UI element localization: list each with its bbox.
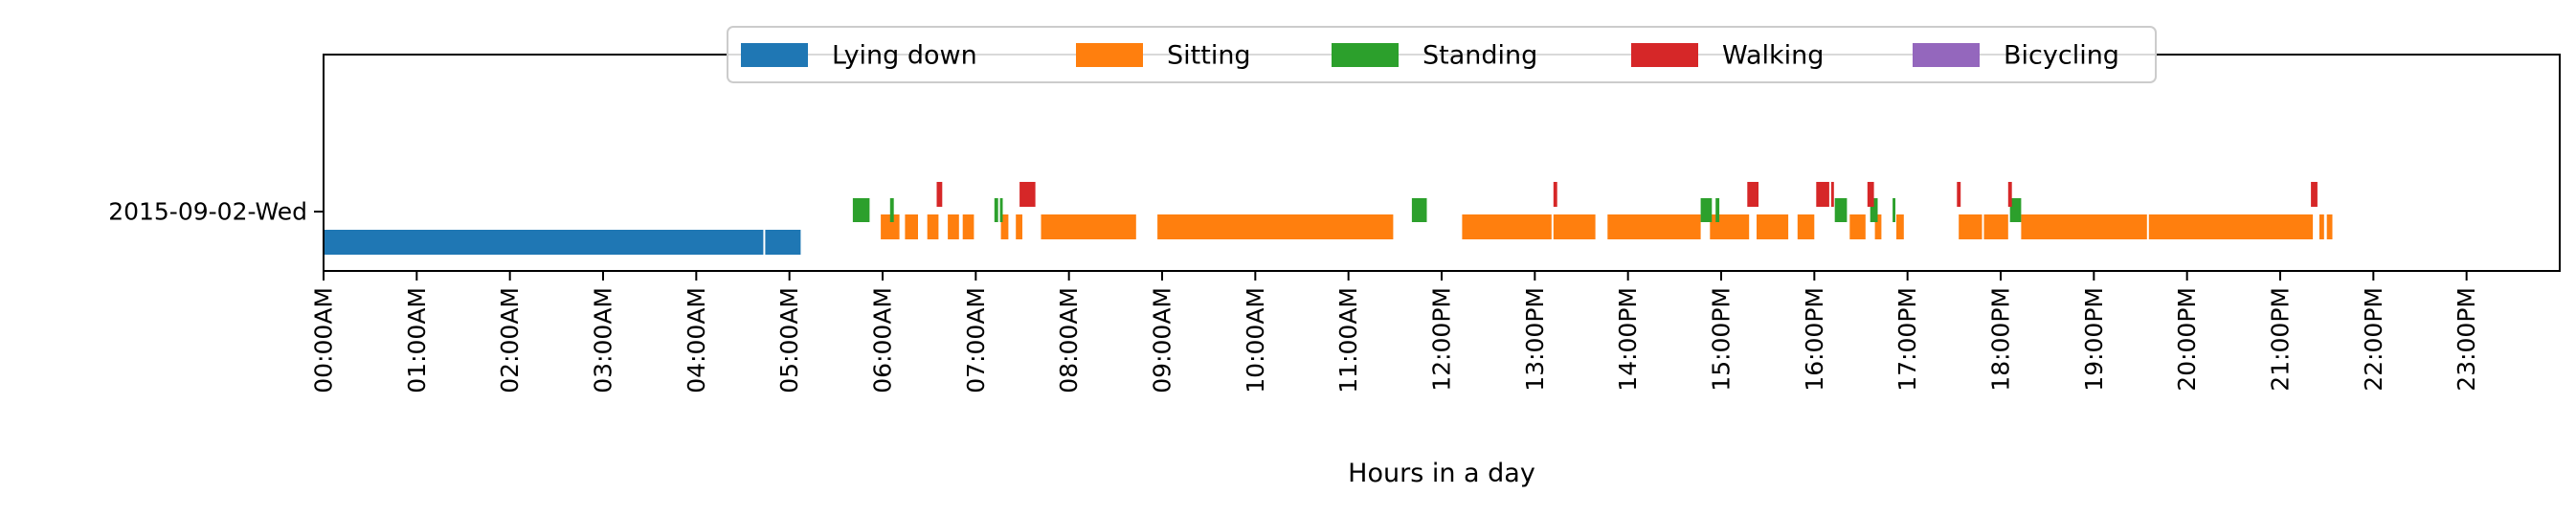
standing-bar xyxy=(1411,198,1427,222)
legend-label-walking: Walking xyxy=(1722,41,1824,71)
x-tick-label: 03:00AM xyxy=(590,287,617,393)
x-axis-title: Hours in a day xyxy=(1348,459,1535,488)
x-tick-label: 12:00PM xyxy=(1428,287,1456,392)
x-tick-label: 15:00PM xyxy=(1708,287,1736,392)
y-axis-ticks: 2015-09-02-Wed xyxy=(108,198,324,226)
x-tick-label: 05:00AM xyxy=(775,287,803,393)
x-tick-label: 00:00AM xyxy=(310,287,338,393)
legend-label-bicycling: Bicycling xyxy=(2004,41,2119,71)
sitting-bar xyxy=(1016,214,1022,239)
x-tick-label: 01:00AM xyxy=(403,287,431,393)
sitting-bar xyxy=(1959,214,1982,239)
x-tick-label: 04:00AM xyxy=(683,287,710,393)
x-tick-label: 07:00AM xyxy=(962,287,990,393)
sitting-bar xyxy=(2148,214,2314,239)
standing-bar xyxy=(1715,198,1720,222)
legend-label-lying-down: Lying down xyxy=(832,41,977,71)
standing-bar xyxy=(1834,198,1848,222)
x-tick-label: 09:00AM xyxy=(1149,287,1176,393)
sitting-bar xyxy=(948,214,959,239)
sitting-bar xyxy=(1849,214,1866,239)
sitting-bar xyxy=(1000,214,1009,239)
legend-swatch-lying-down xyxy=(741,43,808,67)
sitting-bar xyxy=(962,214,974,239)
sitting-bar xyxy=(1041,214,1136,239)
x-tick-label: 19:00PM xyxy=(2080,287,2108,392)
walking-bar xyxy=(1553,182,1557,207)
lying-down-bar xyxy=(324,230,764,255)
sitting-bar xyxy=(2318,214,2324,239)
sitting-bar xyxy=(1874,214,1882,239)
y-tick-label: 2015-09-02-Wed xyxy=(108,198,307,226)
x-tick-label: 21:00PM xyxy=(2267,287,2295,392)
standing-bar xyxy=(999,198,1003,222)
x-tick-label: 08:00AM xyxy=(1055,287,1083,393)
sitting-bar xyxy=(1553,214,1596,239)
walking-bar xyxy=(1957,182,1961,207)
x-tick-label: 23:00PM xyxy=(2453,287,2480,392)
x-tick-label: 11:00AM xyxy=(1334,287,1362,393)
standing-bar xyxy=(994,198,998,222)
legend-swatch-bicycling xyxy=(1913,43,1980,67)
standing-bar xyxy=(1893,198,1895,222)
sitting-bar xyxy=(2326,214,2333,239)
sitting-bar xyxy=(1157,214,1394,239)
sitting-bar xyxy=(1607,214,1701,239)
x-tick-label: 20:00PM xyxy=(2173,287,2201,392)
x-tick-label: 22:00PM xyxy=(2360,287,2387,392)
walking-bar xyxy=(1816,182,1829,207)
sitting-bar xyxy=(881,214,900,239)
legend-swatch-sitting xyxy=(1076,43,1143,67)
walking-bar xyxy=(2311,182,2318,207)
legend-box xyxy=(727,26,2157,83)
sitting-bar xyxy=(1797,214,1815,239)
x-axis-ticks: 00:00AM 01:00AM 02:00AM 03:00AM 04:00AM 05:00… xyxy=(310,271,2480,393)
legend-swatch-standing xyxy=(1332,43,1399,67)
legend-label-standing: Standing xyxy=(1422,41,1537,71)
walking-bar xyxy=(1747,182,1758,207)
x-tick-label: 02:00AM xyxy=(496,287,524,393)
sitting-bar xyxy=(1896,214,1904,239)
legend-label-sitting: Sitting xyxy=(1167,41,1251,71)
walking-bar xyxy=(2007,182,2012,207)
lying-down-bar xyxy=(765,230,801,255)
walking-bar xyxy=(1019,182,1036,207)
sitting-bar xyxy=(905,214,918,239)
standing-bar xyxy=(1870,198,1878,222)
x-tick-label: 06:00AM xyxy=(869,287,897,393)
standing-bar xyxy=(1700,198,1713,222)
x-tick-label: 16:00PM xyxy=(1801,287,1828,392)
sitting-bar xyxy=(927,214,939,239)
sitting-bar xyxy=(1983,214,2008,239)
x-tick-label: 18:00PM xyxy=(1987,287,2015,392)
x-tick-label: 13:00PM xyxy=(1521,287,1549,392)
x-tick-label: 10:00AM xyxy=(1242,287,1269,393)
standing-bar xyxy=(889,198,894,222)
sitting-bar xyxy=(2021,214,2147,239)
activity-bars xyxy=(324,182,2333,255)
sitting-bar xyxy=(1757,214,1789,239)
walking-bar xyxy=(936,182,943,207)
x-tick-label: 14:00PM xyxy=(1614,287,1642,392)
standing-bar xyxy=(2009,198,2022,222)
x-tick-label: 17:00PM xyxy=(1893,287,1921,392)
sitting-bar xyxy=(1462,214,1552,239)
standing-bar xyxy=(852,198,870,222)
walking-bar xyxy=(1830,182,1834,207)
legend-swatch-walking xyxy=(1631,43,1698,67)
legend: Lying down Sitting Standing Walking Bicyclin… xyxy=(727,26,2157,83)
walking-bar xyxy=(1867,182,1874,207)
